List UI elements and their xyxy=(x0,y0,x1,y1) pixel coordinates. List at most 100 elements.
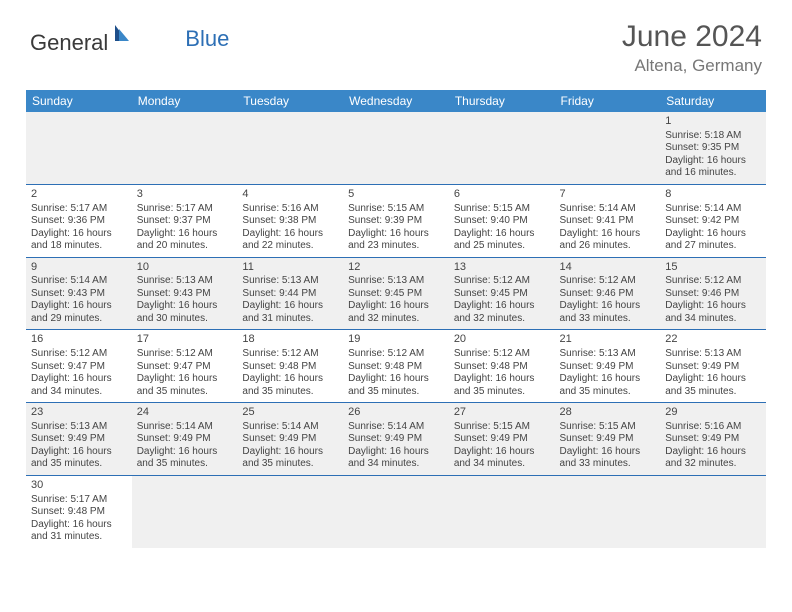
calendar-cell: 26Sunrise: 5:14 AMSunset: 9:49 PMDayligh… xyxy=(343,403,449,476)
sunset-text: Sunset: 9:37 PM xyxy=(137,215,233,228)
day-number: 13 xyxy=(454,261,550,275)
sunset-text: Sunset: 9:38 PM xyxy=(242,215,338,228)
calendar-cell: 10Sunrise: 5:13 AMSunset: 9:43 PMDayligh… xyxy=(132,257,238,330)
calendar-cell: 13Sunrise: 5:12 AMSunset: 9:45 PMDayligh… xyxy=(449,257,555,330)
sunset-text: Sunset: 9:49 PM xyxy=(31,433,127,446)
logo: General Blue xyxy=(30,20,229,56)
sunrise-text: Sunrise: 5:14 AM xyxy=(348,421,444,434)
sunset-text: Sunset: 9:36 PM xyxy=(31,215,127,228)
day-number: 14 xyxy=(560,261,656,275)
daylight-text: Daylight: 16 hours and 31 minutes. xyxy=(31,519,127,544)
sunrise-text: Sunrise: 5:12 AM xyxy=(665,275,761,288)
weekday-header: Thursday xyxy=(449,90,555,112)
calendar-row: 9Sunrise: 5:14 AMSunset: 9:43 PMDaylight… xyxy=(26,257,766,330)
weekday-header: Tuesday xyxy=(237,90,343,112)
sunset-text: Sunset: 9:35 PM xyxy=(665,142,761,155)
daylight-text: Daylight: 16 hours and 35 minutes. xyxy=(31,446,127,471)
sunset-text: Sunset: 9:48 PM xyxy=(454,361,550,374)
sunrise-text: Sunrise: 5:15 AM xyxy=(454,421,550,434)
calendar-cell: 8Sunrise: 5:14 AMSunset: 9:42 PMDaylight… xyxy=(660,184,766,257)
day-number: 9 xyxy=(31,261,127,275)
calendar-cell: 25Sunrise: 5:14 AMSunset: 9:49 PMDayligh… xyxy=(237,403,343,476)
sunrise-text: Sunrise: 5:14 AM xyxy=(560,203,656,216)
daylight-text: Daylight: 16 hours and 16 minutes. xyxy=(665,155,761,180)
day-number: 6 xyxy=(454,188,550,202)
calendar-cell: 20Sunrise: 5:12 AMSunset: 9:48 PMDayligh… xyxy=(449,330,555,403)
sunset-text: Sunset: 9:49 PM xyxy=(348,433,444,446)
calendar-cell: 15Sunrise: 5:12 AMSunset: 9:46 PMDayligh… xyxy=(660,257,766,330)
sunrise-text: Sunrise: 5:15 AM xyxy=(560,421,656,434)
calendar-cell: 30Sunrise: 5:17 AMSunset: 9:48 PMDayligh… xyxy=(26,475,132,547)
day-number: 8 xyxy=(665,188,761,202)
daylight-text: Daylight: 16 hours and 32 minutes. xyxy=(665,446,761,471)
calendar-cell xyxy=(132,475,238,547)
daylight-text: Daylight: 16 hours and 34 minutes. xyxy=(31,373,127,398)
day-number: 12 xyxy=(348,261,444,275)
calendar-cell xyxy=(555,475,661,547)
calendar-cell xyxy=(343,475,449,547)
sunset-text: Sunset: 9:48 PM xyxy=(348,361,444,374)
sunrise-text: Sunrise: 5:14 AM xyxy=(665,203,761,216)
daylight-text: Daylight: 16 hours and 20 minutes. xyxy=(137,228,233,253)
calendar-row: 30Sunrise: 5:17 AMSunset: 9:48 PMDayligh… xyxy=(26,475,766,547)
sunrise-text: Sunrise: 5:12 AM xyxy=(31,348,127,361)
calendar-cell: 14Sunrise: 5:12 AMSunset: 9:46 PMDayligh… xyxy=(555,257,661,330)
calendar-cell: 27Sunrise: 5:15 AMSunset: 9:49 PMDayligh… xyxy=(449,403,555,476)
daylight-text: Daylight: 16 hours and 27 minutes. xyxy=(665,228,761,253)
day-number: 20 xyxy=(454,333,550,347)
sunset-text: Sunset: 9:42 PM xyxy=(665,215,761,228)
day-number: 29 xyxy=(665,406,761,420)
daylight-text: Daylight: 16 hours and 34 minutes. xyxy=(454,446,550,471)
calendar-cell: 4Sunrise: 5:16 AMSunset: 9:38 PMDaylight… xyxy=(237,184,343,257)
calendar-cell: 16Sunrise: 5:12 AMSunset: 9:47 PMDayligh… xyxy=(26,330,132,403)
weekday-header: Wednesday xyxy=(343,90,449,112)
calendar-body: 1Sunrise: 5:18 AMSunset: 9:35 PMDaylight… xyxy=(26,112,766,548)
calendar-cell: 22Sunrise: 5:13 AMSunset: 9:49 PMDayligh… xyxy=(660,330,766,403)
day-number: 25 xyxy=(242,406,338,420)
sail-icon xyxy=(113,23,133,48)
calendar-row: 1Sunrise: 5:18 AMSunset: 9:35 PMDaylight… xyxy=(26,112,766,184)
sunset-text: Sunset: 9:49 PM xyxy=(560,361,656,374)
daylight-text: Daylight: 16 hours and 35 minutes. xyxy=(242,373,338,398)
sunrise-text: Sunrise: 5:13 AM xyxy=(560,348,656,361)
calendar-cell: 19Sunrise: 5:12 AMSunset: 9:48 PMDayligh… xyxy=(343,330,449,403)
day-number: 15 xyxy=(665,261,761,275)
day-number: 1 xyxy=(665,115,761,129)
daylight-text: Daylight: 16 hours and 35 minutes. xyxy=(137,373,233,398)
daylight-text: Daylight: 16 hours and 32 minutes. xyxy=(348,300,444,325)
calendar-table: Sunday Monday Tuesday Wednesday Thursday… xyxy=(26,90,766,548)
calendar-cell: 3Sunrise: 5:17 AMSunset: 9:37 PMDaylight… xyxy=(132,184,238,257)
day-number: 17 xyxy=(137,333,233,347)
daylight-text: Daylight: 16 hours and 30 minutes. xyxy=(137,300,233,325)
sunrise-text: Sunrise: 5:17 AM xyxy=(31,494,127,507)
month-title: June 2024 xyxy=(622,20,762,54)
sunrise-text: Sunrise: 5:18 AM xyxy=(665,130,761,143)
sunrise-text: Sunrise: 5:13 AM xyxy=(137,275,233,288)
sunset-text: Sunset: 9:46 PM xyxy=(560,288,656,301)
daylight-text: Daylight: 16 hours and 26 minutes. xyxy=(560,228,656,253)
day-number: 3 xyxy=(137,188,233,202)
sunrise-text: Sunrise: 5:12 AM xyxy=(454,275,550,288)
logo-text-general: General xyxy=(30,30,108,56)
sunrise-text: Sunrise: 5:12 AM xyxy=(454,348,550,361)
sunrise-text: Sunrise: 5:17 AM xyxy=(137,203,233,216)
calendar-cell: 6Sunrise: 5:15 AMSunset: 9:40 PMDaylight… xyxy=(449,184,555,257)
sunset-text: Sunset: 9:45 PM xyxy=(454,288,550,301)
sunrise-text: Sunrise: 5:13 AM xyxy=(242,275,338,288)
calendar-cell: 7Sunrise: 5:14 AMSunset: 9:41 PMDaylight… xyxy=(555,184,661,257)
daylight-text: Daylight: 16 hours and 35 minutes. xyxy=(560,373,656,398)
sunrise-text: Sunrise: 5:12 AM xyxy=(242,348,338,361)
calendar-cell: 21Sunrise: 5:13 AMSunset: 9:49 PMDayligh… xyxy=(555,330,661,403)
page-header: General Blue June 2024 Altena, Germany xyxy=(0,0,792,84)
calendar-cell: 28Sunrise: 5:15 AMSunset: 9:49 PMDayligh… xyxy=(555,403,661,476)
daylight-text: Daylight: 16 hours and 18 minutes. xyxy=(31,228,127,253)
calendar-header-row: Sunday Monday Tuesday Wednesday Thursday… xyxy=(26,90,766,112)
daylight-text: Daylight: 16 hours and 35 minutes. xyxy=(665,373,761,398)
calendar-cell: 17Sunrise: 5:12 AMSunset: 9:47 PMDayligh… xyxy=(132,330,238,403)
day-number: 10 xyxy=(137,261,233,275)
daylight-text: Daylight: 16 hours and 34 minutes. xyxy=(348,446,444,471)
day-number: 4 xyxy=(242,188,338,202)
daylight-text: Daylight: 16 hours and 25 minutes. xyxy=(454,228,550,253)
location-subtitle: Altena, Germany xyxy=(622,56,762,76)
sunrise-text: Sunrise: 5:14 AM xyxy=(31,275,127,288)
